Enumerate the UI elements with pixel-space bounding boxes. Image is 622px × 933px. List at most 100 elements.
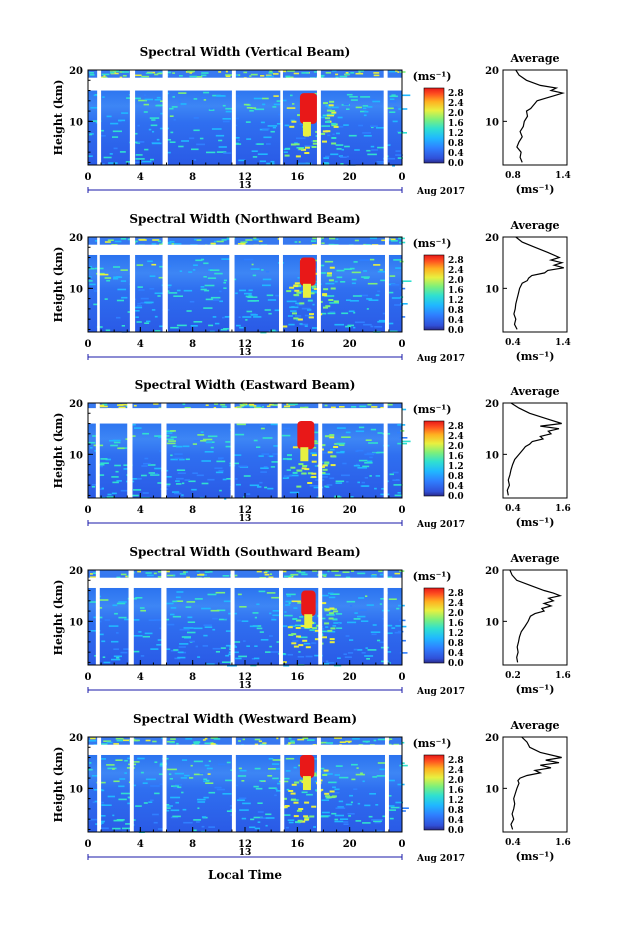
- data-gap: [162, 70, 168, 165]
- heatmap-cell: [176, 591, 184, 593]
- heatmap-cell: [223, 328, 229, 330]
- heatmap-cell: [253, 316, 262, 318]
- heatmap-cell: [150, 158, 154, 161]
- heatmap-cell: [252, 156, 258, 158]
- heatmap-cell: [271, 596, 281, 599]
- heatmap-cell: [88, 768, 93, 771]
- heatmap-cell: [187, 616, 193, 619]
- high-width-feature: [297, 420, 315, 450]
- heatmap-cell: [119, 151, 126, 153]
- heatmap-cell: [351, 778, 356, 781]
- heatmap-cell: [287, 70, 295, 72]
- average-y-tick-label: 20: [485, 66, 499, 77]
- heatmap-cell: [212, 316, 217, 318]
- heatmap-cell: [298, 644, 304, 647]
- heatmap-cell: [331, 812, 337, 815]
- heatmap-cell: [282, 99, 287, 102]
- heatmap-cell: [121, 296, 128, 299]
- heatmap-cell: [177, 651, 184, 654]
- heatmap-cell: [122, 71, 130, 73]
- heatmap-cell: [304, 152, 310, 154]
- heatmap-cell: [325, 120, 330, 123]
- heatmap-cell: [111, 492, 117, 495]
- heatmap-cell: [174, 453, 183, 455]
- average-frame: [502, 402, 568, 499]
- heatmap-cell: [143, 103, 149, 106]
- heatmap-cell: [260, 121, 265, 124]
- heatmap-cell: [109, 72, 115, 74]
- heatmap-cell: [166, 432, 173, 434]
- heatmap-cell: [340, 450, 345, 453]
- heatmap-cell: [336, 442, 346, 445]
- colorbar-tick-label: 2.4: [448, 99, 464, 109]
- heatmap-cell: [210, 609, 220, 612]
- heatmap-cell: [213, 407, 217, 409]
- heatmap-cell: [91, 486, 96, 488]
- data-gap: [161, 570, 167, 665]
- heatmap-cell: [201, 460, 211, 462]
- heatmap-cell: [290, 94, 293, 97]
- heatmap-cell: [183, 289, 193, 292]
- x-tick-label: 12: [238, 839, 252, 850]
- heatmap-cell: [331, 137, 337, 139]
- heatmap-cell: [154, 99, 161, 101]
- heatmap-cell: [131, 310, 140, 312]
- heatmap-cell: [297, 149, 305, 151]
- heatmap-cell: [169, 240, 175, 243]
- heatmap-cell: [137, 286, 143, 288]
- heatmap-cell: [238, 159, 246, 162]
- heatmap-cell: [150, 648, 159, 650]
- heatmap-cell: [88, 818, 97, 821]
- heatmap-cell: [106, 279, 111, 282]
- heatmap-cell: [204, 289, 210, 292]
- average-y-tick-label: 20: [485, 399, 499, 410]
- heatmap-cell: [209, 108, 213, 110]
- heatmap-cell: [374, 326, 383, 328]
- heatmap-cell: [135, 597, 143, 599]
- x-tick-label: 8: [189, 172, 196, 183]
- heatmap-cell: [110, 72, 119, 75]
- heatmap-cell: [324, 404, 328, 407]
- heatmap-cell: [242, 738, 245, 741]
- heatmap-cell: [379, 269, 383, 271]
- heatmap-cell: [286, 458, 292, 461]
- heatmap-cell: [100, 462, 109, 464]
- heatmap-cell: [275, 788, 278, 790]
- heatmap-cell: [334, 737, 342, 739]
- heatmap-cell: [210, 296, 221, 299]
- heatmap-cell: [159, 325, 166, 328]
- heatmap-cell: [223, 617, 228, 620]
- heatmap-cell: [397, 492, 401, 494]
- heatmap-cell: [243, 475, 251, 477]
- heatmap-cell: [116, 576, 121, 579]
- heatmap-cell: [367, 649, 377, 651]
- heatmap-cell: [325, 795, 331, 798]
- heatmap-cell: [346, 600, 356, 603]
- heatmap-cell: [157, 482, 164, 484]
- heatmap-cell: [272, 777, 279, 780]
- heatmap-cell: [151, 263, 157, 266]
- heatmap-cell: [397, 783, 405, 786]
- heatmap-cell: [253, 785, 259, 788]
- heatmap-cell: [115, 470, 119, 473]
- heatmap-cell: [364, 453, 374, 456]
- heatmap-cell: [185, 606, 192, 608]
- heatmap-cell: [120, 280, 127, 282]
- heatmap-cell: [170, 436, 177, 438]
- heatmap-cell: [215, 651, 220, 653]
- panel-4: Spectral Width (Southward Beam)1020Heigh…: [52, 545, 571, 697]
- heatmap-cell: [313, 631, 318, 633]
- heatmap-cell: [294, 143, 300, 146]
- heatmap-cell: [282, 797, 287, 800]
- heatmap-cell: [328, 617, 334, 620]
- x-tick-label: 16: [290, 172, 304, 183]
- heatmap-cell: [336, 427, 346, 429]
- heatmap-cell: [282, 477, 289, 479]
- heatmap-cell: [320, 444, 326, 447]
- average-x-tick-label: 0.2: [505, 671, 521, 681]
- heatmap-cell: [304, 816, 310, 819]
- x-tick-label: 20: [343, 505, 357, 516]
- heatmap-cell: [267, 299, 277, 301]
- heatmap-cell: [169, 778, 173, 780]
- heatmap-cell: [131, 423, 136, 426]
